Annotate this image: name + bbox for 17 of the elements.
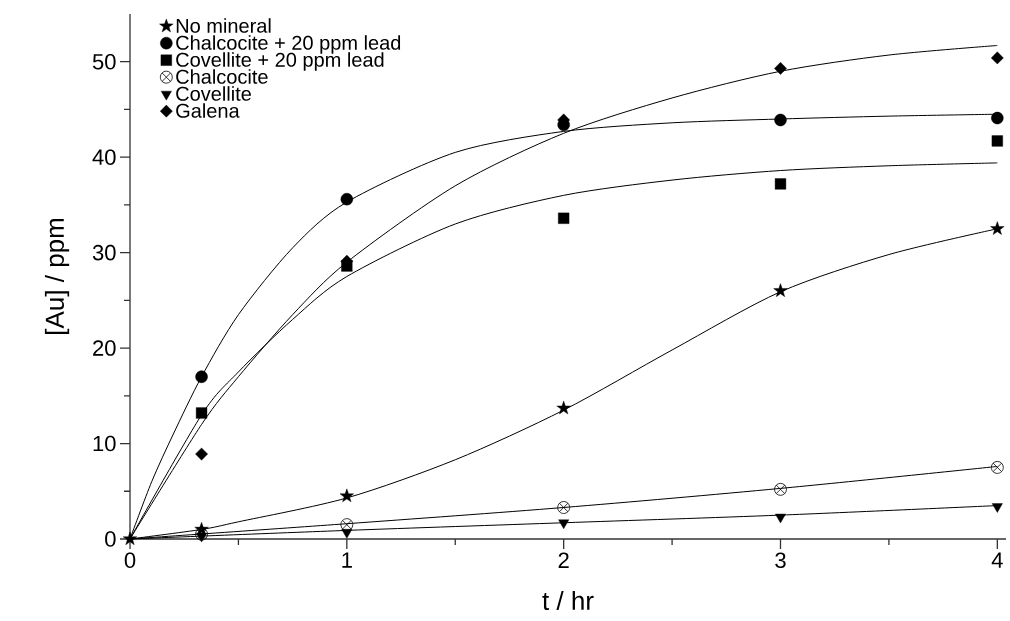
legend-label: Covellite: [176, 86, 251, 101]
x-tick-label: 1: [342, 552, 352, 568]
x-tick-label: 4: [991, 552, 1003, 568]
y-tick-label: 40: [92, 149, 116, 165]
legend-label: Chalcocite: [176, 69, 268, 84]
y-tick-label: 20: [93, 340, 116, 356]
y-tick-label: 10: [93, 435, 116, 452]
x-tick-label: 2: [558, 552, 569, 568]
x-tick-label: 0: [124, 552, 136, 569]
legend-label: Galena: [176, 103, 240, 118]
x-axis-title: t / hr: [542, 590, 594, 611]
y-tick-label: 0: [105, 531, 116, 547]
y-tick-label: 50: [92, 53, 116, 70]
legend-label: No mineral: [176, 18, 271, 33]
y-tick-label: 30: [92, 244, 116, 261]
y-axis-title: [Au] / ppm: [44, 218, 70, 334]
x-tick-label: 3: [775, 552, 786, 569]
